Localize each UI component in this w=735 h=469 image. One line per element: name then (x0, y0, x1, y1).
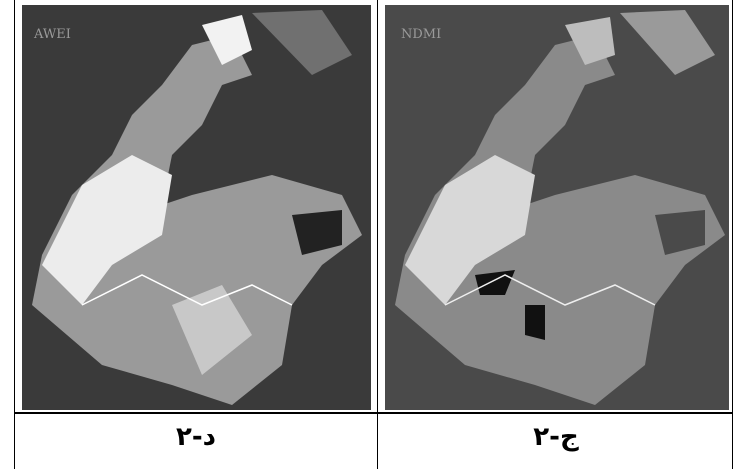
panel-label: NDMI (401, 27, 441, 42)
panel-caption: ۲-د (18, 422, 374, 452)
ndmi-map (385, 5, 729, 410)
awei-image: AWEI (22, 5, 371, 410)
panel-label: AWEI (34, 27, 71, 42)
awei-map (22, 5, 371, 410)
page: AWEI NDMI ۲-د ۲-ج {"panels": [ {"label":… (0, 0, 735, 469)
panel-caption: ۲-ج (378, 422, 734, 452)
ndmi-image: NDMI (385, 5, 729, 410)
column-divider (377, 0, 378, 469)
row-divider (14, 412, 733, 414)
